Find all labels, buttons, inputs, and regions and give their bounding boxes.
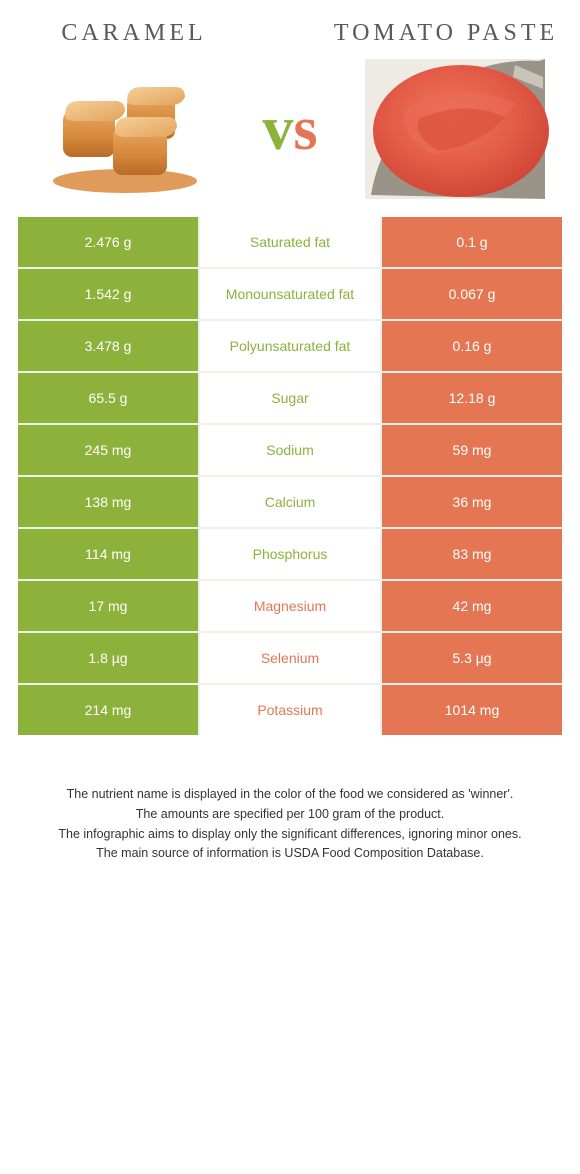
nutrient-label-cell: Polyunsaturated fat: [200, 321, 380, 371]
nutrient-label-cell: Monounsaturated fat: [200, 269, 380, 319]
right-value-cell: 0.1 g: [382, 217, 562, 267]
right-value-cell: 1014 mg: [382, 685, 562, 735]
nutrient-row: 2.476 gSaturated fat0.1 g: [18, 217, 562, 267]
caramel-icon: [18, 59, 232, 199]
nutrient-label-cell: Calcium: [200, 477, 380, 527]
right-value-cell: 12.18 g: [382, 373, 562, 423]
images-row: vs: [18, 59, 562, 199]
right-value-cell: 36 mg: [382, 477, 562, 527]
left-value-cell: 245 mg: [18, 425, 198, 475]
nutrient-row: 65.5 gSugar12.18 g: [18, 373, 562, 423]
left-food-image: [18, 59, 232, 199]
nutrient-label-cell: Magnesium: [200, 581, 380, 631]
left-food-title: Caramel: [18, 20, 250, 47]
right-value-cell: 42 mg: [382, 581, 562, 631]
left-value-cell: 3.478 g: [18, 321, 198, 371]
nutrient-row: 17 mgMagnesium42 mg: [18, 581, 562, 631]
nutrient-label-cell: Sugar: [200, 373, 380, 423]
left-value-cell: 2.476 g: [18, 217, 198, 267]
infographic-container: Caramel Tomato paste: [0, 0, 580, 894]
left-value-cell: 114 mg: [18, 529, 198, 579]
right-value-cell: 0.067 g: [382, 269, 562, 319]
nutrient-label-cell: Saturated fat: [200, 217, 380, 267]
left-value-cell: 1.8 µg: [18, 633, 198, 683]
nutrient-table: 2.476 gSaturated fat0.1 g1.542 gMonounsa…: [18, 217, 562, 735]
nutrient-row: 214 mgPotassium1014 mg: [18, 685, 562, 735]
nutrient-row: 3.478 gPolyunsaturated fat0.16 g: [18, 321, 562, 371]
left-value-cell: 138 mg: [18, 477, 198, 527]
nutrient-row: 1.542 gMonounsaturated fat0.067 g: [18, 269, 562, 319]
nutrient-label-cell: Sodium: [200, 425, 380, 475]
left-value-cell: 1.542 g: [18, 269, 198, 319]
left-value-cell: 65.5 g: [18, 373, 198, 423]
vs-label: vs: [240, 94, 340, 165]
right-food-image: [348, 59, 562, 199]
right-food-title: Tomato paste: [330, 20, 562, 47]
right-value-cell: 59 mg: [382, 425, 562, 475]
header-row: Caramel Tomato paste: [18, 20, 562, 47]
left-value-cell: 17 mg: [18, 581, 198, 631]
right-value-cell: 83 mg: [382, 529, 562, 579]
nutrient-row: 1.8 µgSelenium5.3 µg: [18, 633, 562, 683]
tomato-paste-icon: [348, 59, 562, 199]
right-value-cell: 5.3 µg: [382, 633, 562, 683]
nutrient-label-cell: Phosphorus: [200, 529, 380, 579]
left-value-cell: 214 mg: [18, 685, 198, 735]
footnote-line: The amounts are specified per 100 gram o…: [28, 805, 552, 824]
nutrient-row: 138 mgCalcium36 mg: [18, 477, 562, 527]
vs-s: s: [293, 95, 317, 163]
footnote-line: The nutrient name is displayed in the co…: [28, 785, 552, 804]
right-value-cell: 0.16 g: [382, 321, 562, 371]
nutrient-label-cell: Selenium: [200, 633, 380, 683]
nutrient-row: 245 mgSodium59 mg: [18, 425, 562, 475]
nutrient-label-cell: Potassium: [200, 685, 380, 735]
vs-v: v: [262, 95, 293, 163]
nutrient-row: 114 mgPhosphorus83 mg: [18, 529, 562, 579]
footnotes: The nutrient name is displayed in the co…: [18, 785, 562, 863]
footnote-line: The infographic aims to display only the…: [28, 825, 552, 844]
footnote-line: The main source of information is USDA F…: [28, 844, 552, 863]
